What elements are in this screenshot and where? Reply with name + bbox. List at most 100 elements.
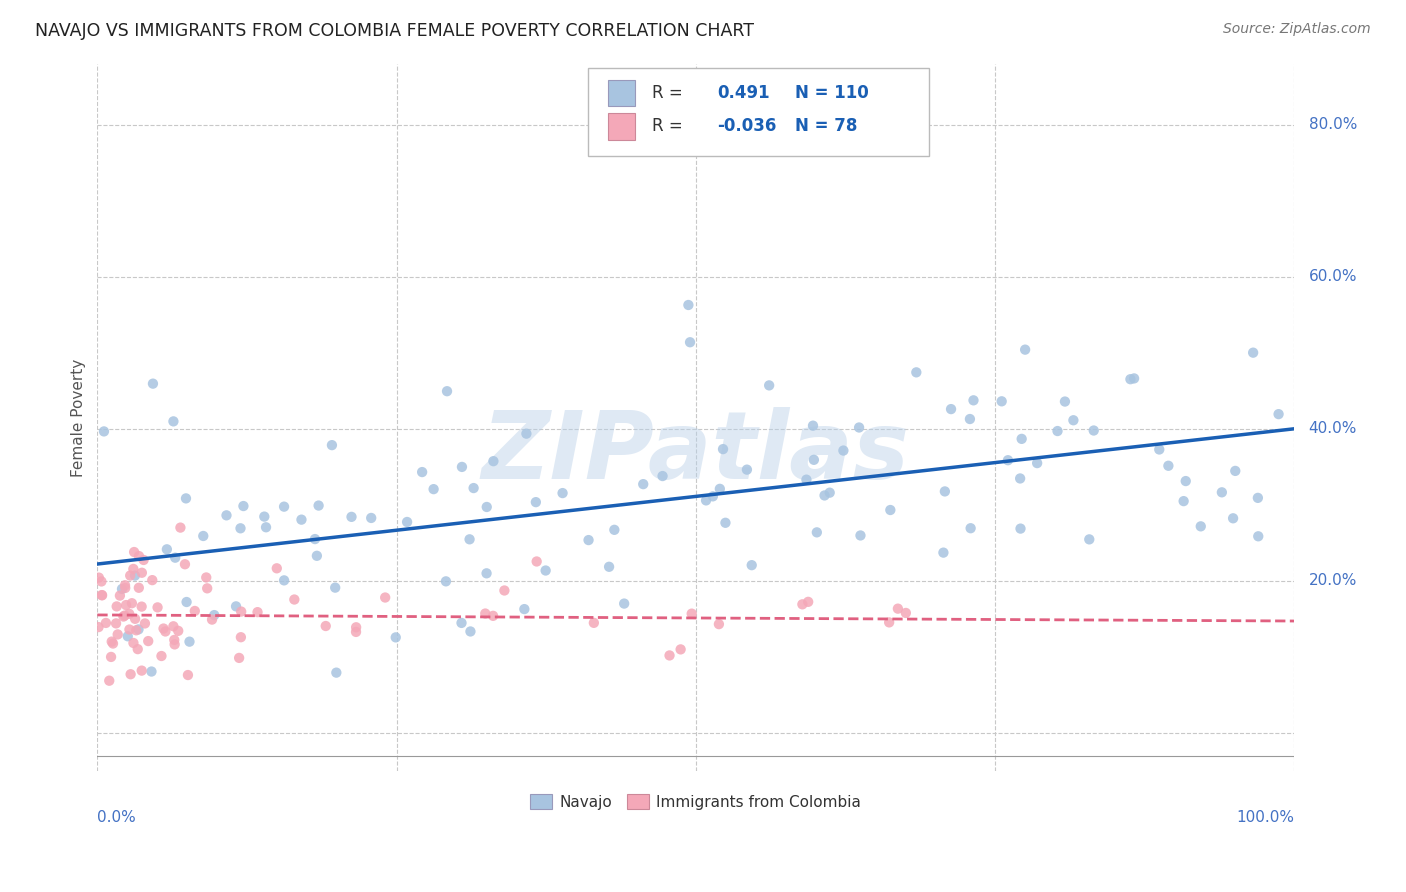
Point [1062, 413, 1084, 427]
Point [894, 606, 917, 620]
Point [651, 469, 673, 483]
Point [669, 642, 692, 657]
Point [578, 533, 600, 547]
Text: Source: ZipAtlas.com: Source: ZipAtlas.com [1223, 22, 1371, 37]
Point [436, 384, 458, 399]
Point [163, 637, 186, 651]
Point [246, 605, 269, 619]
Point [494, 583, 516, 598]
Point [162, 619, 184, 633]
Text: 100.0%: 100.0% [1236, 810, 1295, 824]
Point [741, 558, 763, 573]
Point [141, 573, 163, 587]
Point [131, 566, 153, 580]
Point [231, 605, 253, 619]
Point [832, 443, 855, 458]
Point [1011, 432, 1033, 446]
Point [176, 595, 198, 609]
Point [803, 452, 825, 467]
Point [114, 578, 136, 592]
Point [150, 648, 173, 663]
Point [114, 608, 136, 623]
Point [253, 509, 276, 524]
Point [321, 438, 343, 452]
Point [792, 597, 814, 611]
Point [603, 523, 626, 537]
Point [315, 619, 337, 633]
FancyBboxPatch shape [609, 79, 634, 106]
Point [304, 532, 326, 546]
Point [384, 631, 406, 645]
Point [184, 604, 207, 618]
Point [818, 485, 841, 500]
Point [155, 624, 177, 639]
Text: 0.491: 0.491 [717, 84, 770, 102]
Point [1222, 511, 1244, 525]
Point [1189, 519, 1212, 533]
Point [1241, 345, 1264, 359]
Point [1173, 494, 1195, 508]
Point [305, 549, 328, 563]
Point [114, 581, 136, 595]
Point [340, 509, 363, 524]
Point [98, 673, 121, 688]
Point [141, 665, 163, 679]
Point [1123, 371, 1146, 385]
Point [117, 629, 139, 643]
Point [179, 634, 201, 648]
Point [167, 624, 190, 638]
Point [990, 394, 1012, 409]
Point [156, 542, 179, 557]
Point [1149, 442, 1171, 457]
Point [273, 574, 295, 588]
Point [758, 378, 780, 392]
Point [714, 516, 737, 530]
Point [107, 627, 129, 641]
Point [1267, 407, 1289, 421]
Point [193, 529, 215, 543]
Point [678, 298, 700, 312]
Point [1078, 533, 1101, 547]
Point [360, 511, 382, 525]
Text: 40.0%: 40.0% [1309, 421, 1357, 436]
Point [679, 335, 702, 350]
Point [229, 630, 252, 644]
Point [124, 568, 146, 582]
Point [1053, 394, 1076, 409]
Point [451, 459, 474, 474]
Legend: Navajo, Immigrants from Colombia: Navajo, Immigrants from Colombia [524, 789, 868, 816]
Point [796, 473, 818, 487]
Point [177, 668, 200, 682]
Point [105, 616, 128, 631]
Point [290, 513, 312, 527]
Point [905, 365, 928, 379]
Point [939, 402, 962, 417]
Point [308, 499, 330, 513]
Point [225, 599, 247, 614]
Point [215, 508, 238, 523]
Point [806, 525, 828, 540]
Point [122, 545, 145, 559]
Point [458, 533, 481, 547]
Point [152, 622, 174, 636]
Point [551, 486, 574, 500]
Point [201, 613, 224, 627]
Text: 80.0%: 80.0% [1309, 118, 1357, 132]
Text: 0.0%: 0.0% [97, 810, 136, 824]
Point [163, 632, 186, 647]
Point [1157, 458, 1180, 473]
Point [411, 465, 433, 479]
Point [1119, 372, 1142, 386]
Point [128, 581, 150, 595]
Point [121, 596, 143, 610]
Point [709, 482, 731, 496]
Point [111, 582, 134, 596]
FancyBboxPatch shape [588, 68, 929, 156]
Point [434, 574, 457, 589]
Point [87, 571, 110, 585]
Point [1026, 456, 1049, 470]
Point [254, 520, 277, 534]
Point [169, 520, 191, 534]
Point [707, 617, 730, 632]
Point [90, 588, 112, 602]
